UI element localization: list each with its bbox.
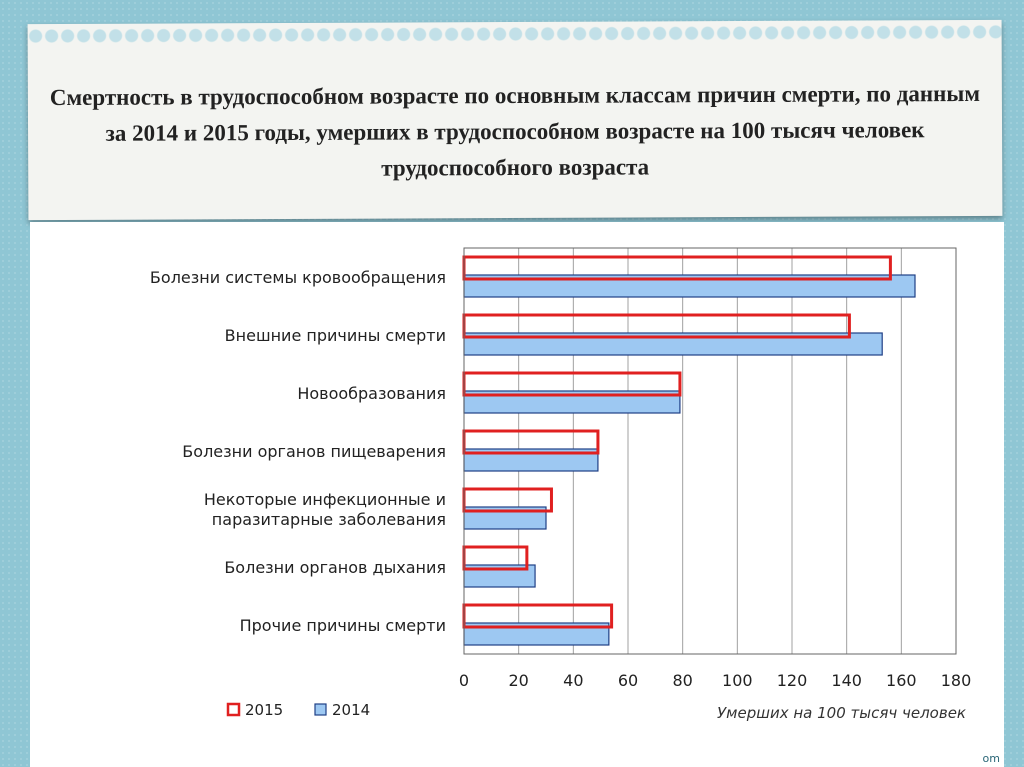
torn-paper-edge: [27, 19, 1002, 49]
bars: [462, 255, 916, 646]
legend-label-2014: 2014: [332, 701, 370, 719]
x-tick-label: 80: [672, 671, 692, 690]
x-tick-label: 60: [618, 671, 638, 690]
category-label: Некоторые инфекционные и: [204, 490, 446, 509]
bar-2015: [462, 487, 553, 513]
x-axis-title: Умерших на 100 тысяч человек: [717, 704, 966, 722]
bar-chart: Болезни системы кровообращения Внешние пр…: [150, 247, 1000, 765]
bar-2015: [462, 603, 614, 629]
legend-label-2015: 2015: [245, 701, 283, 719]
category-label: Новообразования: [297, 384, 446, 403]
slide-title: Смертность в трудоспособном возрасте по …: [49, 80, 981, 181]
x-tick-label: 0: [459, 671, 469, 690]
x-tick-label: 160: [886, 671, 917, 690]
x-tick-label: 180: [941, 671, 972, 690]
x-tick-label: 40: [563, 671, 583, 690]
watermark: om: [983, 752, 1000, 765]
category-label: Внешние причины смерти: [225, 326, 446, 345]
chart-card: Болезни системы кровообращения Внешние пр…: [30, 222, 1004, 767]
category-label: Прочие причины смерти: [240, 616, 446, 635]
x-tick-label: 100: [722, 671, 753, 690]
x-tick-labels: 0 20 40 60 80 100 120 140 160 180: [459, 671, 971, 690]
title-card: Смертность в трудоспособном возрасте по …: [27, 19, 1003, 221]
x-tick-label: 140: [831, 671, 862, 690]
bar-2015: [462, 313, 851, 339]
bar-2015: [462, 545, 529, 571]
bar-2015: [462, 429, 600, 455]
category-label: Болезни органов пищеварения: [182, 442, 446, 461]
category-label: Болезни органов дыхания: [224, 558, 446, 577]
category-label: паразитарные заболевания: [212, 510, 446, 529]
category-labels: Болезни системы кровообращения Внешние пр…: [150, 268, 446, 635]
category-label: Болезни системы кровообращения: [150, 268, 446, 287]
legend: 2015 2014: [226, 701, 370, 719]
legend-swatch-2014: [314, 703, 327, 716]
x-tick-label: 120: [777, 671, 808, 690]
legend-swatch-2015: [226, 702, 241, 717]
axes: [463, 247, 957, 655]
bar-2015: [462, 371, 682, 397]
plot-border: [463, 247, 957, 655]
bar-2015: [462, 255, 892, 281]
x-tick-label: 20: [508, 671, 528, 690]
